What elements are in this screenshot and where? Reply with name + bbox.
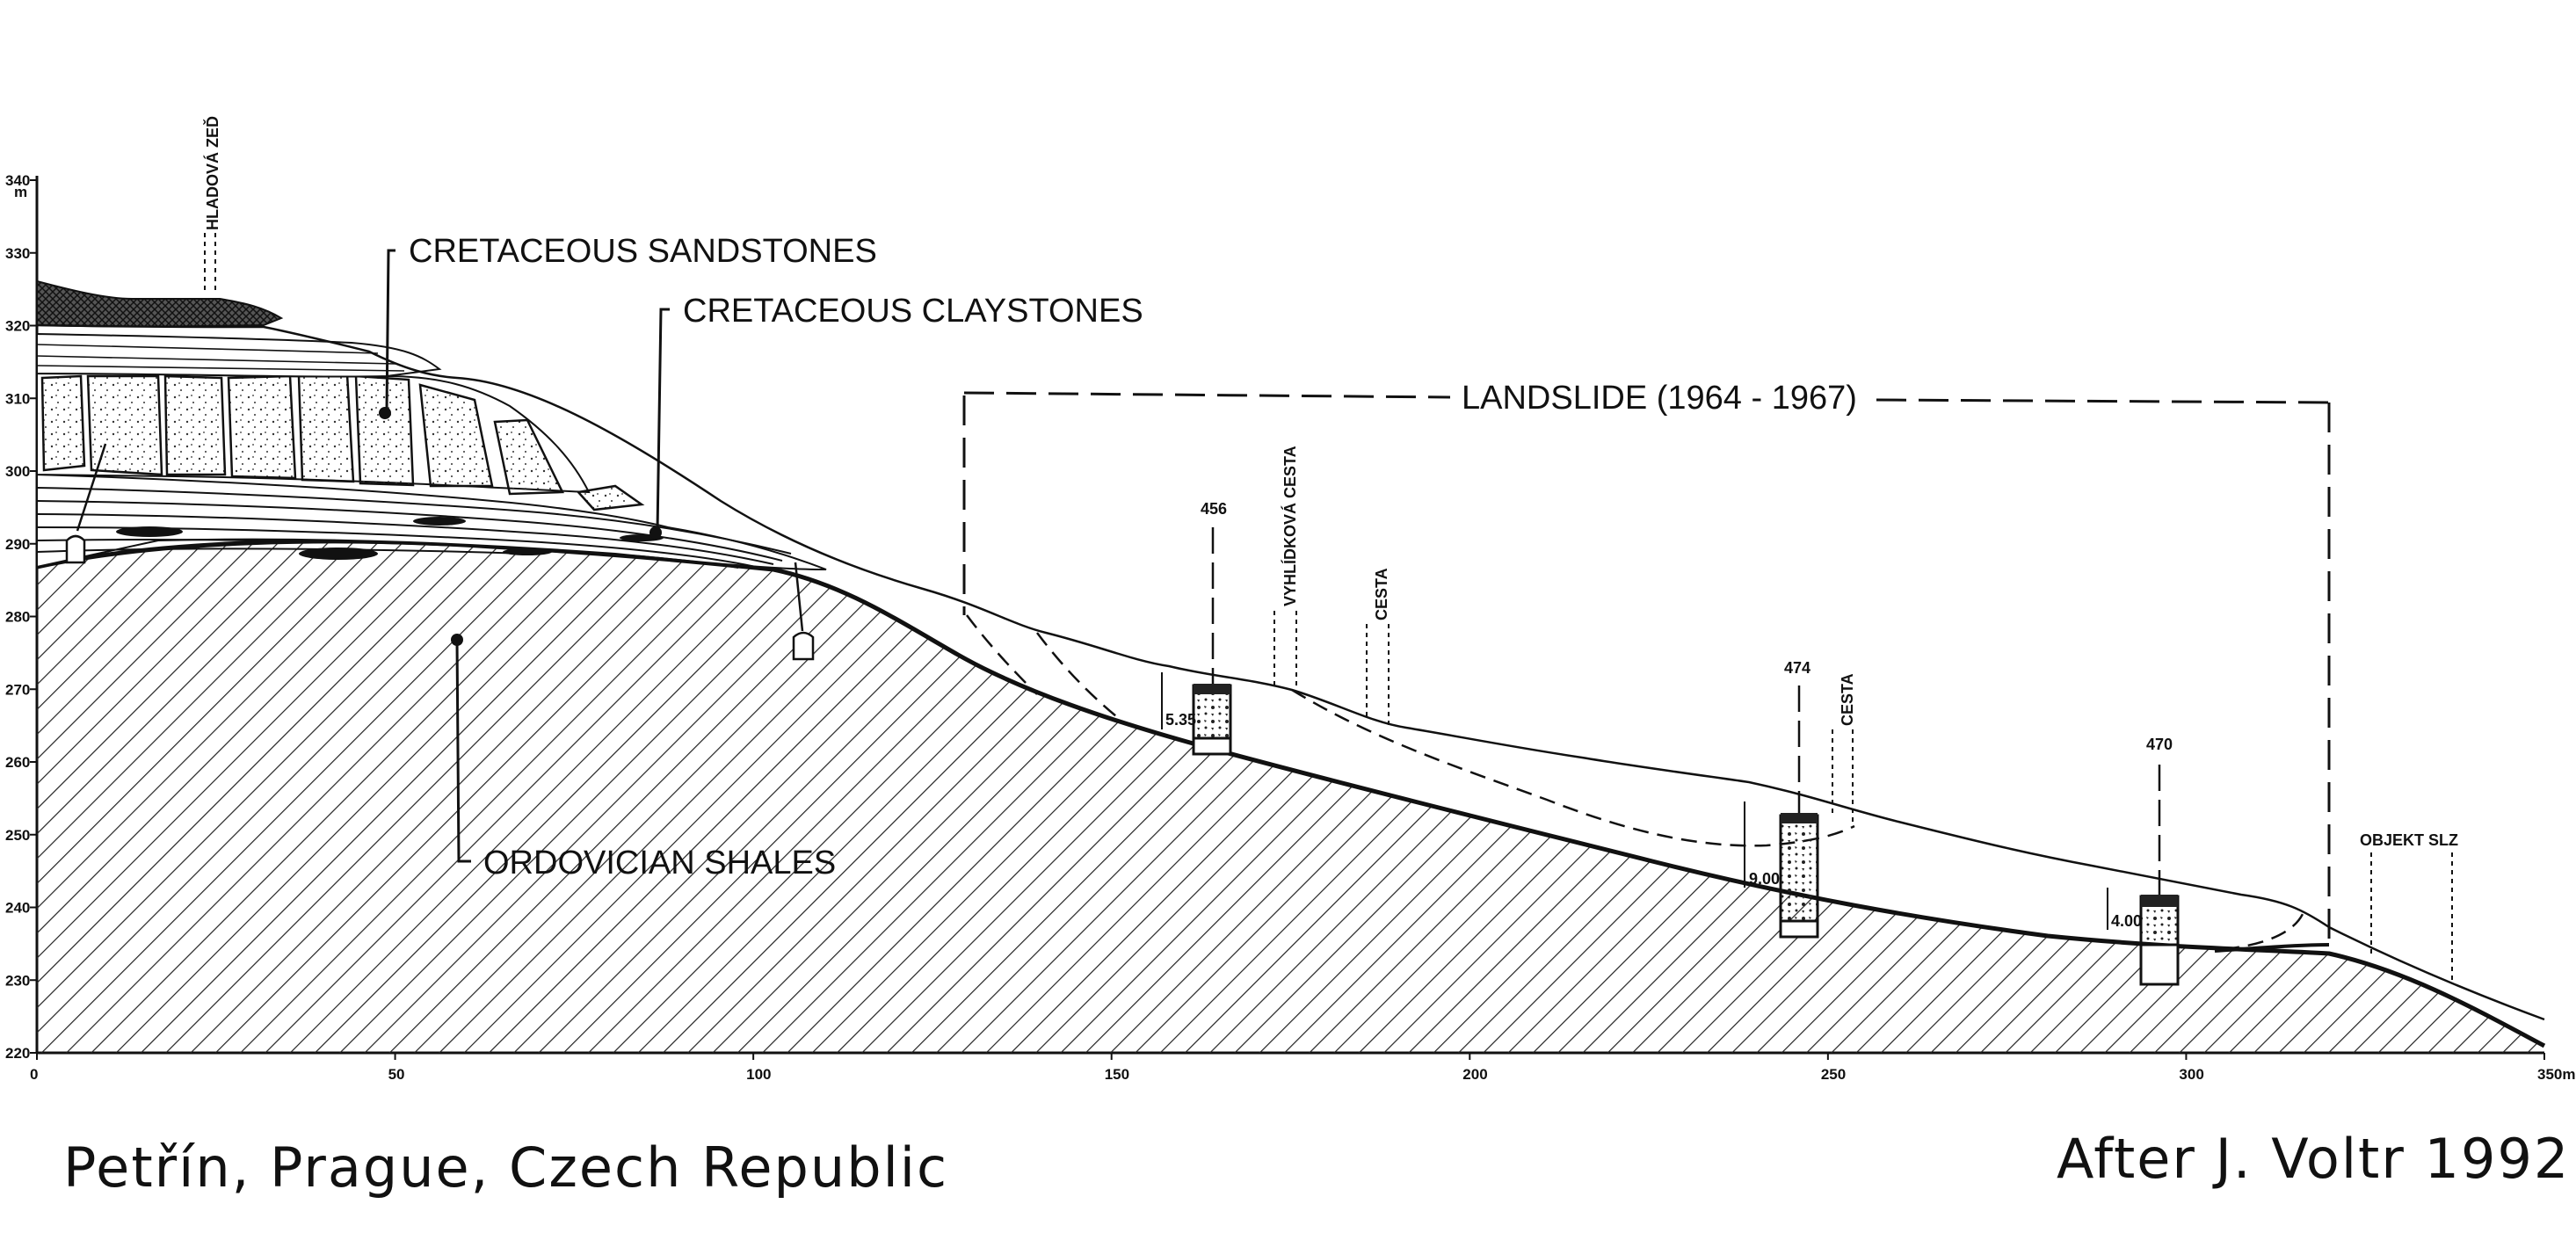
landslide-toe: [2214, 943, 2330, 953]
landslide-label: LANDSLIDE (1964 - 1967): [1462, 380, 1857, 417]
borehole-474: 474 9.00: [1744, 659, 1819, 939]
borehole-470-id: 470: [2146, 736, 2173, 753]
footer-location: Petřín, Prague, Czech Republic: [63, 1135, 948, 1200]
label-objekt-slz: OBJEKT SLZ: [2360, 831, 2458, 849]
y-tick-label: 300: [5, 463, 30, 480]
cap-layer: [36, 279, 284, 328]
sandstone-top-laminae: [36, 344, 405, 372]
y-tick-label: 330: [5, 245, 30, 262]
borehole-470: 470 4.00: [2107, 736, 2180, 986]
x-tick-label: 50: [388, 1066, 405, 1083]
x-tick-label: 350m: [2537, 1066, 2575, 1083]
ordovician-shales-layer: [37, 540, 2544, 1053]
x-axis: 0 50 100 150 200 250 300 350m: [30, 1051, 2575, 1083]
borehole-456-id: 456: [1201, 500, 1227, 518]
x-tick-label: 250: [1821, 1066, 1846, 1083]
label-cesta-1: CESTA: [1373, 568, 1390, 620]
x-tick-label: 100: [746, 1066, 771, 1083]
label-cesta-2: CESTA: [1839, 673, 1856, 726]
y-tick-label: 310: [5, 390, 30, 407]
x-tick-label: 0: [30, 1066, 38, 1083]
y-tick-label: 280: [5, 609, 30, 626]
landmark-markers: [204, 233, 2453, 984]
y-tick-label: 240: [5, 900, 30, 917]
borehole-470-depth: 4.00: [2111, 912, 2142, 930]
adit-left: [65, 534, 86, 564]
label-sandstones: CRETACEOUS SANDSTONES: [409, 233, 877, 270]
y-tick-label: 320: [5, 318, 30, 335]
x-tick-label: 150: [1105, 1066, 1129, 1083]
borehole-456: 456 5.35: [1161, 500, 1232, 756]
x-tick-label: 200: [1462, 1066, 1487, 1083]
callout-sandstones: CRETACEOUS SANDSTONES: [379, 233, 877, 419]
callout-shales: ORDOVICIAN SHALES: [451, 634, 836, 881]
adit-left-line: [76, 443, 107, 532]
y-tick-label: 260: [5, 754, 30, 771]
borehole-474-id: 474: [1784, 659, 1810, 677]
y-tick-label: 250: [5, 827, 30, 844]
footer-credit: After J. Voltr 1992: [2057, 1127, 2570, 1191]
label-hladova-zed: HLADOVÁ ZEĎ: [203, 116, 221, 230]
label-shales: ORDOVICIAN SHALES: [483, 845, 836, 881]
y-axis-unit: m: [14, 184, 27, 200]
landslide-bracket: [962, 391, 2331, 945]
claystone-lenses: [116, 517, 664, 560]
y-tick-label: 220: [5, 1045, 30, 1062]
x-tick-label: 300: [2179, 1066, 2203, 1083]
adit-middle-line: [794, 562, 804, 632]
y-axis: 340330320310300290280270260250240230220 …: [5, 172, 39, 1062]
label-claystones: CRETACEOUS CLAYSTONES: [683, 293, 1143, 330]
y-tick-label: 340: [5, 172, 30, 189]
borehole-456-depth: 5.35: [1165, 711, 1196, 729]
slip-surfaces: [966, 614, 2304, 951]
borehole-474-depth: 9.00: [1749, 870, 1780, 888]
y-tick-label: 290: [5, 536, 30, 553]
y-tick-label: 230: [5, 972, 30, 989]
label-vyhlidkova-cesta: VYHLÍDKOVÁ CESTA: [1281, 446, 1299, 606]
y-tick-label: 270: [5, 681, 30, 698]
callout-claystones: CRETACEOUS CLAYSTONES: [649, 293, 1143, 539]
adit-middle: [792, 631, 815, 661]
sandstone-blocks: [40, 373, 645, 511]
